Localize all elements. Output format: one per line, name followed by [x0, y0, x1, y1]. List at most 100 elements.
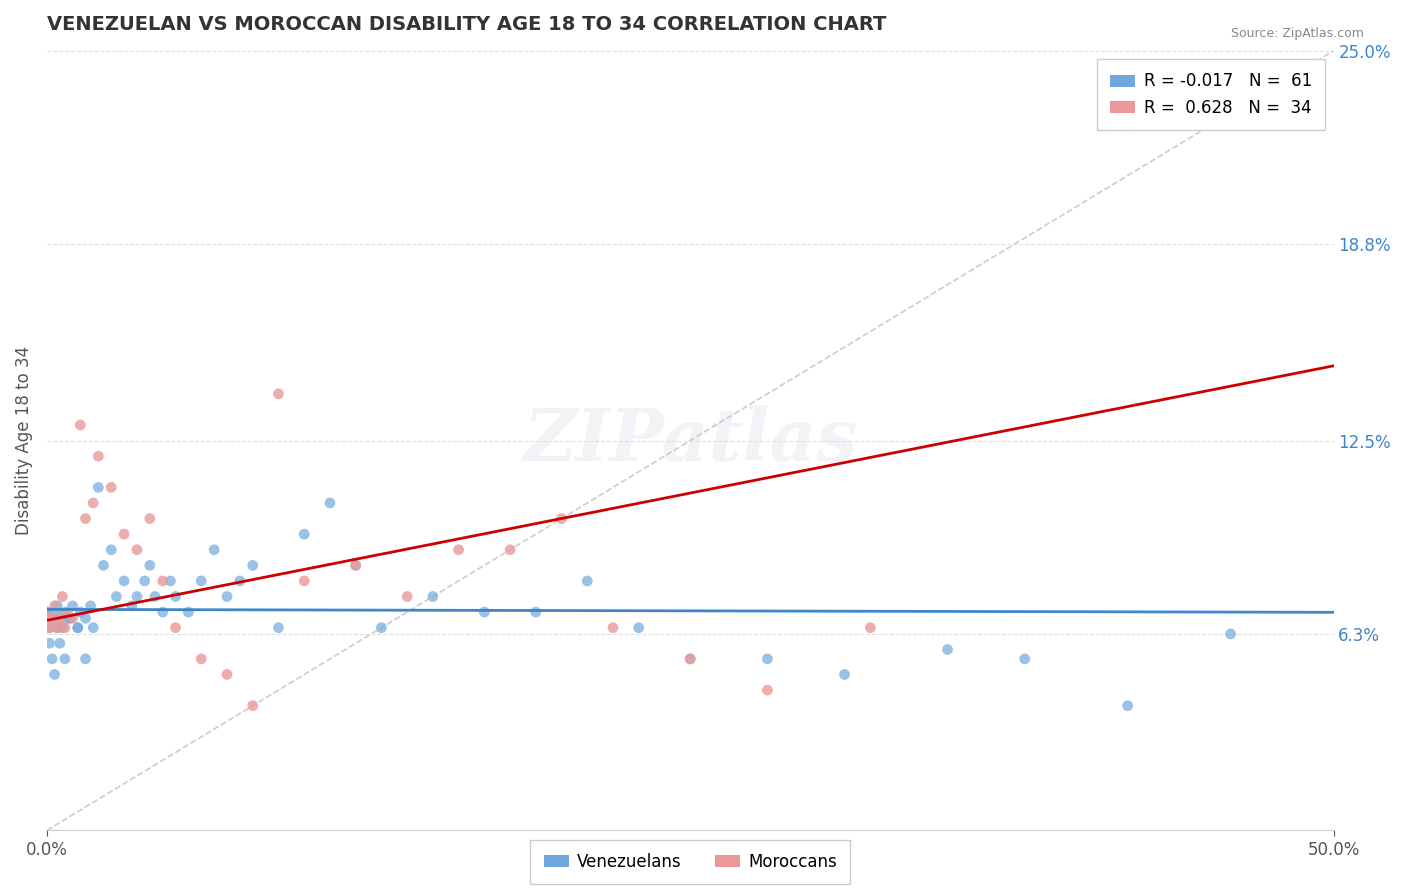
Point — [267, 387, 290, 401]
Point — [679, 652, 702, 666]
Point — [524, 605, 547, 619]
Point — [75, 611, 97, 625]
Point — [75, 652, 97, 666]
Point — [1014, 652, 1036, 666]
Point — [75, 511, 97, 525]
Point — [936, 642, 959, 657]
Point — [165, 621, 187, 635]
Point — [38, 621, 60, 635]
Point — [190, 574, 212, 588]
Point — [100, 542, 122, 557]
Legend: Venezuelans, Moroccans: Venezuelans, Moroccans — [530, 839, 851, 884]
Point — [44, 667, 66, 681]
Point — [62, 611, 84, 625]
Point — [49, 611, 72, 625]
Point — [447, 542, 470, 557]
Point — [292, 527, 315, 541]
Point — [112, 527, 135, 541]
Point — [756, 683, 779, 698]
Text: ZIPatlas: ZIPatlas — [523, 405, 858, 476]
Point — [38, 621, 60, 635]
Point — [46, 621, 69, 635]
Point — [87, 480, 110, 494]
Point — [62, 599, 84, 613]
Point — [112, 574, 135, 588]
Point — [49, 636, 72, 650]
Point — [125, 590, 148, 604]
Point — [215, 590, 238, 604]
Point — [152, 605, 174, 619]
Point — [576, 574, 599, 588]
Point — [105, 590, 128, 604]
Point — [100, 480, 122, 494]
Point — [134, 574, 156, 588]
Point — [292, 574, 315, 588]
Point — [472, 605, 495, 619]
Point — [1116, 698, 1139, 713]
Point — [53, 652, 76, 666]
Point — [41, 611, 63, 625]
Point — [344, 558, 367, 573]
Point — [41, 652, 63, 666]
Point — [79, 599, 101, 613]
Point — [859, 621, 882, 635]
Point — [344, 558, 367, 573]
Point — [165, 590, 187, 604]
Point — [82, 621, 104, 635]
Point — [215, 667, 238, 681]
Point — [422, 590, 444, 604]
Point — [319, 496, 342, 510]
Point — [190, 652, 212, 666]
Point — [44, 599, 66, 613]
Point — [87, 449, 110, 463]
Point — [82, 496, 104, 510]
Point — [267, 621, 290, 635]
Point — [834, 667, 856, 681]
Point — [499, 542, 522, 557]
Point — [93, 558, 115, 573]
Point — [242, 698, 264, 713]
Point — [202, 542, 225, 557]
Point — [53, 605, 76, 619]
Point — [370, 621, 392, 635]
Point — [38, 636, 60, 650]
Point — [46, 599, 69, 613]
Point — [139, 558, 162, 573]
Point — [44, 605, 66, 619]
Point — [59, 611, 82, 625]
Point — [69, 605, 91, 619]
Text: VENEZUELAN VS MOROCCAN DISABILITY AGE 18 TO 34 CORRELATION CHART: VENEZUELAN VS MOROCCAN DISABILITY AGE 18… — [46, 15, 886, 34]
Point — [679, 652, 702, 666]
Point — [66, 621, 89, 635]
Point — [550, 511, 572, 525]
Point — [35, 605, 58, 619]
Point — [177, 605, 200, 619]
Point — [56, 605, 79, 619]
Point — [1219, 627, 1241, 641]
Point — [396, 590, 419, 604]
Point — [121, 599, 143, 613]
Point — [46, 621, 69, 635]
Point — [627, 621, 650, 635]
Point — [139, 511, 162, 525]
Point — [51, 590, 73, 604]
Point — [143, 590, 166, 604]
Point — [41, 611, 63, 625]
Point — [229, 574, 252, 588]
Point — [242, 558, 264, 573]
Point — [56, 611, 79, 625]
Point — [66, 621, 89, 635]
Point — [35, 605, 58, 619]
Point — [49, 611, 72, 625]
Point — [125, 542, 148, 557]
Point — [159, 574, 181, 588]
Text: Source: ZipAtlas.com: Source: ZipAtlas.com — [1230, 27, 1364, 40]
Point — [35, 605, 58, 619]
Point — [69, 417, 91, 432]
Point — [51, 621, 73, 635]
Point — [152, 574, 174, 588]
Point — [602, 621, 624, 635]
Y-axis label: Disability Age 18 to 34: Disability Age 18 to 34 — [15, 346, 32, 535]
Point — [53, 621, 76, 635]
Point — [756, 652, 779, 666]
